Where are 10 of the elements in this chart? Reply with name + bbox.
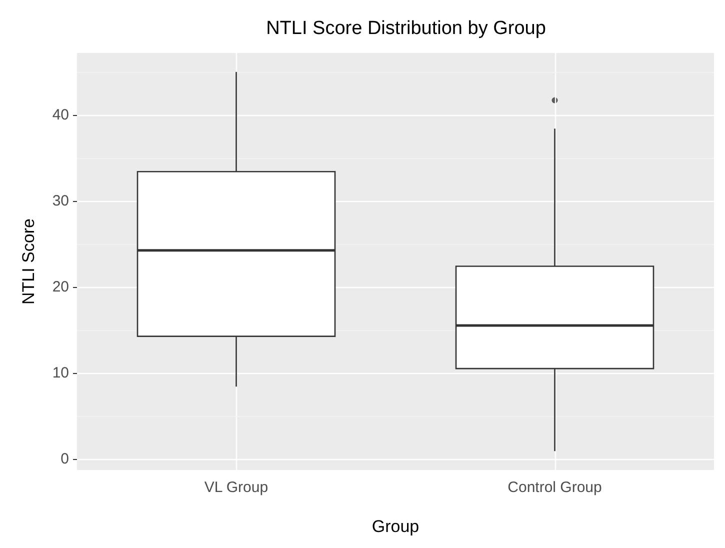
x-axis-title: Group (372, 517, 420, 536)
y-tick-label: 30 (52, 192, 69, 210)
x-tick-label: VL Group (204, 479, 268, 496)
y-tick-label: 10 (52, 364, 69, 382)
x-tick-label: Control Group (508, 479, 602, 496)
y-tick-label: 40 (52, 106, 69, 124)
y-axis-title: NTLI Score (19, 218, 38, 304)
chart-title: NTLI Score Distribution by Group (266, 18, 546, 39)
y-tick-label: 20 (52, 278, 69, 296)
y-tick-label: 0 (60, 450, 69, 468)
